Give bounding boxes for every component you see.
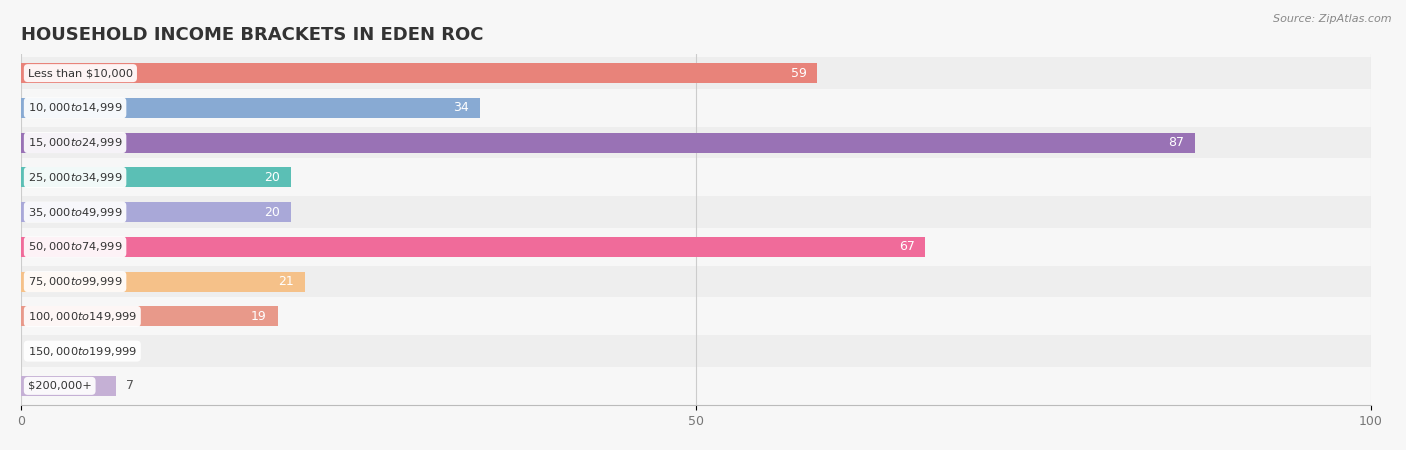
Text: 67: 67 [898, 240, 915, 253]
Bar [21, 162, 1371, 193]
Bar [21, 197, 1371, 228]
Text: $35,000 to $49,999: $35,000 to $49,999 [28, 206, 122, 219]
Text: 0: 0 [32, 345, 39, 358]
Text: $75,000 to $99,999: $75,000 to $99,999 [28, 275, 122, 288]
Bar [21, 370, 1371, 401]
Bar [21, 376, 115, 396]
Bar [21, 266, 1371, 297]
Bar [21, 231, 1371, 262]
Bar [21, 301, 1371, 332]
Text: 20: 20 [264, 206, 280, 219]
Text: $15,000 to $24,999: $15,000 to $24,999 [28, 136, 122, 149]
Bar [21, 63, 817, 83]
Bar [21, 58, 1371, 89]
Bar [21, 336, 1371, 367]
Text: $25,000 to $34,999: $25,000 to $34,999 [28, 171, 122, 184]
Text: 7: 7 [127, 379, 135, 392]
Bar [21, 167, 291, 188]
Bar [21, 306, 277, 326]
Text: $10,000 to $14,999: $10,000 to $14,999 [28, 101, 122, 114]
Text: 19: 19 [252, 310, 267, 323]
Bar [21, 133, 1195, 153]
Text: $50,000 to $74,999: $50,000 to $74,999 [28, 240, 122, 253]
Bar [21, 98, 479, 118]
Text: $150,000 to $199,999: $150,000 to $199,999 [28, 345, 136, 358]
Text: Less than $10,000: Less than $10,000 [28, 68, 134, 78]
Text: $100,000 to $149,999: $100,000 to $149,999 [28, 310, 136, 323]
Text: 87: 87 [1168, 136, 1185, 149]
Text: 21: 21 [278, 275, 294, 288]
Text: 59: 59 [790, 67, 807, 80]
Bar [21, 271, 305, 292]
Text: Source: ZipAtlas.com: Source: ZipAtlas.com [1274, 14, 1392, 23]
Text: 20: 20 [264, 171, 280, 184]
Bar [21, 92, 1371, 123]
Bar [21, 237, 925, 257]
Text: 34: 34 [454, 101, 470, 114]
Text: $200,000+: $200,000+ [28, 381, 91, 391]
Bar [21, 127, 1371, 158]
Text: HOUSEHOLD INCOME BRACKETS IN EDEN ROC: HOUSEHOLD INCOME BRACKETS IN EDEN ROC [21, 26, 484, 44]
Bar [21, 202, 291, 222]
